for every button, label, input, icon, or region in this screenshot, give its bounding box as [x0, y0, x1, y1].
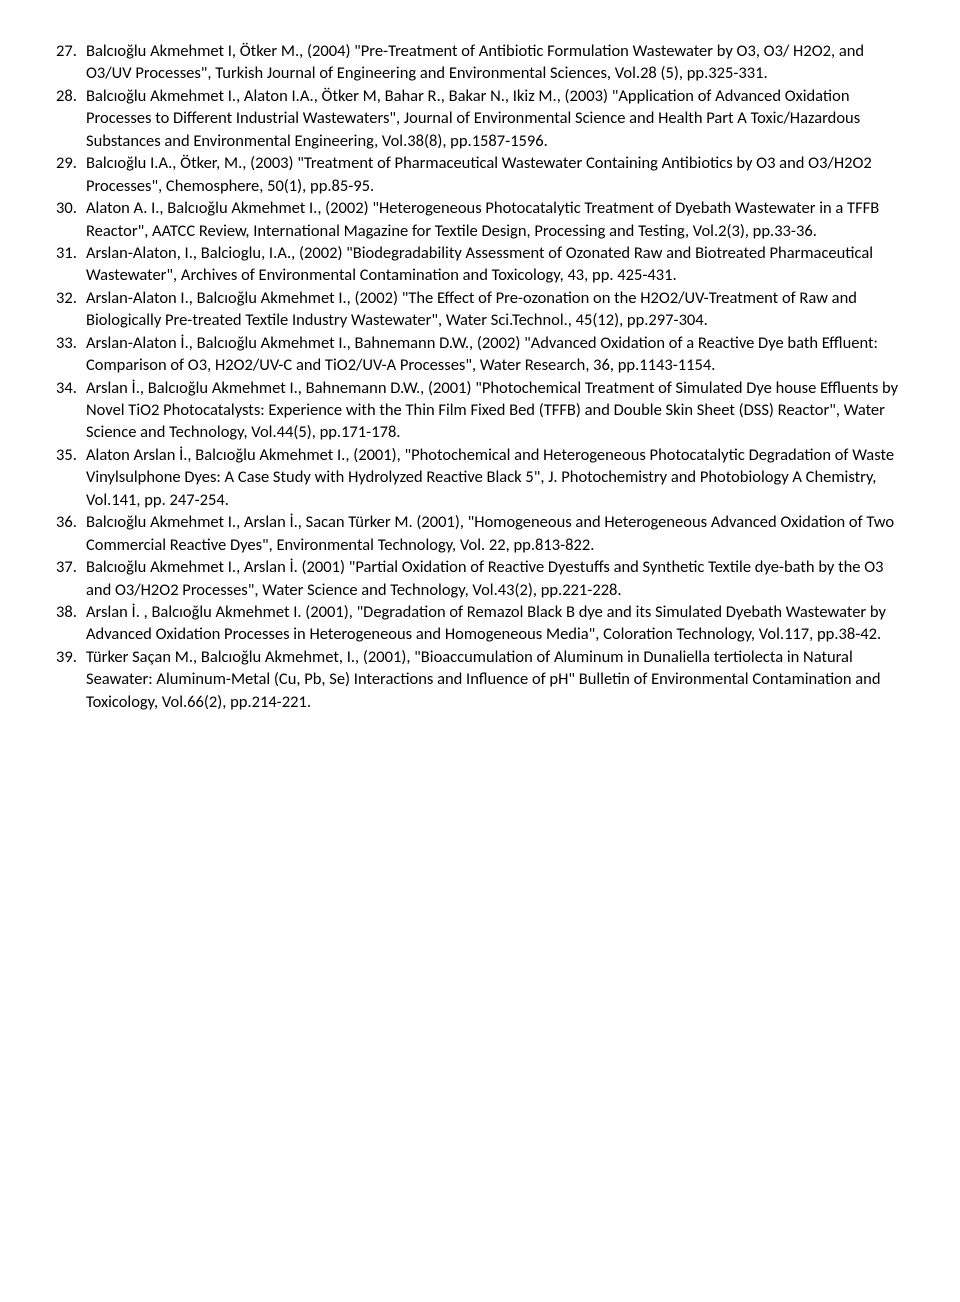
reference-text: Arslan İ. , Balcıoğlu Akmehmet I. (2001)… — [86, 602, 886, 644]
reference-number: 34. — [56, 377, 82, 399]
reference-number: 35. — [56, 444, 82, 466]
reference-text: Alaton Arslan İ., Balcıoğlu Akmehmet I.,… — [86, 445, 894, 510]
reference-item: 29.Balcıoğlu I.A., Ötker, M., (2003) "Tr… — [56, 152, 904, 197]
reference-item: 32.Arslan-Alaton I., Balcıoğlu Akmehmet … — [56, 287, 904, 332]
reference-number: 31. — [56, 242, 82, 264]
reference-item: 34.Arslan İ., Balcıoğlu Akmehmet I., Bah… — [56, 377, 904, 444]
reference-text: Arslan-Alaton, I., Balcioglu, I.A., (200… — [86, 243, 873, 285]
reference-list: 27.Balcıoğlu Akmehmet I, Ötker M., (2004… — [56, 40, 904, 713]
reference-item: 31.Arslan-Alaton, I., Balcioglu, I.A., (… — [56, 242, 904, 287]
reference-item: 39.Türker Saçan M., Balcıoğlu Akmehmet, … — [56, 646, 904, 713]
reference-number: 39. — [56, 646, 82, 668]
reference-item: 30.Alaton A. I., Balcıoğlu Akmehmet I., … — [56, 197, 904, 242]
reference-item: 35.Alaton Arslan İ., Balcıoğlu Akmehmet … — [56, 444, 904, 511]
reference-text: Balcıoğlu Akmehmet I., Arslan İ. (2001) … — [86, 557, 884, 599]
reference-number: 29. — [56, 152, 82, 174]
reference-item: 37.Balcıoğlu Akmehmet I., Arslan İ. (200… — [56, 556, 904, 601]
reference-text: Balcıoğlu Akmehmet I, Ötker M., (2004) "… — [86, 41, 864, 83]
reference-item: 28.Balcıoğlu Akmehmet I., Alaton I.A., Ö… — [56, 85, 904, 152]
reference-number: 27. — [56, 40, 82, 62]
reference-number: 37. — [56, 556, 82, 578]
reference-number: 38. — [56, 601, 82, 623]
reference-text: Balcıoğlu Akmehmet I., Arslan İ., Sacan … — [86, 512, 894, 554]
reference-item: 33.Arslan-Alaton İ., Balcıoğlu Akmehmet … — [56, 332, 904, 377]
reference-text: Arslan-Alaton İ., Balcıoğlu Akmehmet I.,… — [86, 333, 878, 375]
reference-item: 38.Arslan İ. , Balcıoğlu Akmehmet I. (20… — [56, 601, 904, 646]
reference-text: Arslan-Alaton I., Balcıoğlu Akmehmet I.,… — [86, 288, 857, 330]
reference-text: Alaton A. I., Balcıoğlu Akmehmet I., (20… — [86, 198, 879, 240]
reference-number: 33. — [56, 332, 82, 354]
reference-item: 36.Balcıoğlu Akmehmet I., Arslan İ., Sac… — [56, 511, 904, 556]
reference-number: 30. — [56, 197, 82, 219]
reference-text: Balcıoğlu Akmehmet I., Alaton I.A., Ötke… — [86, 86, 860, 151]
reference-item: 27.Balcıoğlu Akmehmet I, Ötker M., (2004… — [56, 40, 904, 85]
reference-text: Arslan İ., Balcıoğlu Akmehmet I., Bahnem… — [86, 378, 898, 443]
reference-number: 32. — [56, 287, 82, 309]
reference-text: Balcıoğlu I.A., Ötker, M., (2003) "Treat… — [86, 153, 872, 195]
reference-text: Türker Saçan M., Balcıoğlu Akmehmet, I.,… — [86, 647, 881, 712]
reference-number: 28. — [56, 85, 82, 107]
reference-number: 36. — [56, 511, 82, 533]
